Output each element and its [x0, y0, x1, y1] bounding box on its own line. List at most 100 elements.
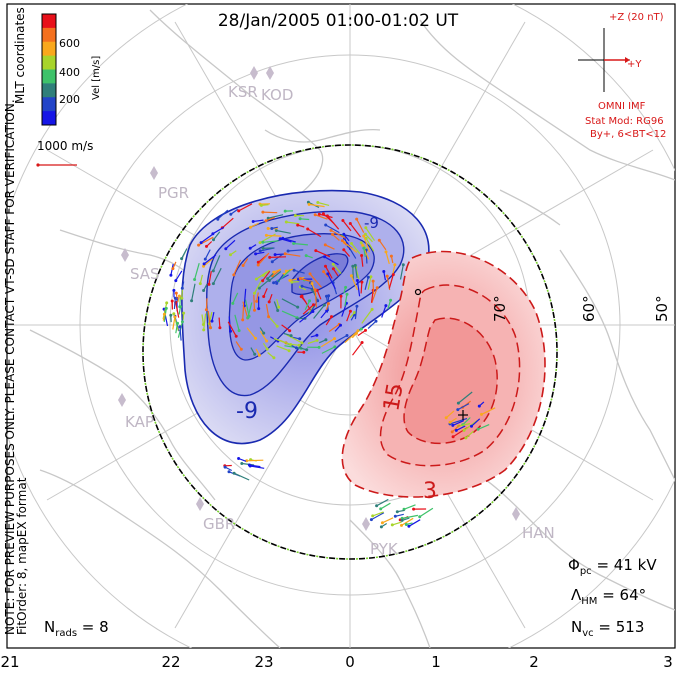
- colorbar-border: [41, 13, 57, 126]
- vector-stroke: [177, 295, 180, 303]
- colorbar-swatch: [42, 27, 56, 43]
- vector-stroke: [392, 264, 396, 274]
- vector-stroke: [194, 263, 200, 280]
- colorbar-swatch: [42, 69, 56, 84]
- vector-stroke: [332, 268, 339, 277]
- vector-stroke: [256, 292, 259, 302]
- vector-stroke: [325, 316, 333, 326]
- vector-stroke: [253, 280, 262, 294]
- vector-stroke: [365, 238, 375, 252]
- vector-stroke: [175, 270, 183, 281]
- vector-stroke: [350, 275, 359, 291]
- vector-stroke: [259, 330, 268, 342]
- vector-stroke: [309, 203, 325, 208]
- vector-stroke: [235, 341, 242, 350]
- vector-stroke: [341, 303, 347, 317]
- latitude-label-70: 70°: [491, 295, 509, 322]
- vector-stroke: [458, 423, 471, 427]
- colorbar-swatch: [42, 14, 56, 29]
- coordinate-system-label: MLT coordinates: [13, 7, 27, 104]
- colorbar-swatch: [42, 41, 56, 57]
- vector-stroke: [325, 244, 335, 250]
- vector-stroke: [207, 310, 212, 328]
- vector-stroke: [250, 465, 265, 469]
- colorbar-tick-200: 200: [59, 93, 80, 106]
- vector-stroke: [451, 424, 461, 433]
- vector-stroke: [276, 274, 284, 284]
- station-kap: KAP: [125, 413, 154, 431]
- vector-stroke: [324, 265, 333, 279]
- vector-stroke: [343, 233, 350, 242]
- vector-stroke: [304, 300, 311, 311]
- vector-stroke: [356, 218, 365, 233]
- preview-note: NOTE: FOR PREVIEW PURPOSES ONLY. PLEASE …: [3, 99, 17, 635]
- vector-stroke: [381, 305, 387, 318]
- vector-stroke: [293, 269, 305, 274]
- vector-stroke: [221, 217, 234, 229]
- vector-stroke: [352, 342, 363, 356]
- vector-stroke: [357, 329, 366, 337]
- vector-stroke: [253, 294, 256, 311]
- vector-stroke: [178, 306, 182, 315]
- vector-stroke: [249, 244, 257, 249]
- vector-stroke: [324, 256, 339, 266]
- vector-stroke: [238, 457, 247, 462]
- vector-stroke: [302, 304, 314, 315]
- vector-stroke: [332, 233, 340, 241]
- colorbar-swatch: [42, 97, 56, 112]
- reference-vector-arrow: [36, 163, 77, 167]
- vector-stroke: [352, 266, 354, 281]
- vector-stroke: [258, 279, 270, 289]
- station-han: HAN: [522, 524, 555, 542]
- vector-stroke: [387, 300, 392, 309]
- colorbar-swatch: [42, 83, 56, 98]
- vector-stroke: [265, 303, 270, 317]
- vector-stroke: [341, 240, 347, 246]
- vector-stroke: [255, 251, 265, 255]
- vector-stroke: [401, 517, 414, 526]
- vector-stroke: [382, 517, 394, 524]
- vector-stroke: [224, 466, 233, 472]
- vector-stroke: [388, 274, 394, 289]
- vector-stroke: [471, 418, 481, 427]
- contour-label-dawn-outer: 3: [423, 479, 437, 504]
- vector-stroke: [403, 504, 416, 510]
- vector-stroke: [351, 243, 361, 255]
- vector-stroke: [281, 310, 298, 319]
- vector-stroke: [261, 204, 269, 206]
- heppner-maynard-boundary: [142, 144, 558, 560]
- vector-stroke: [309, 273, 322, 288]
- vector-stroke: [315, 250, 331, 258]
- mlt-tick-1: 1: [431, 653, 441, 671]
- vector-stroke: [401, 517, 410, 521]
- latitude-label-60: 60°: [580, 295, 598, 322]
- vector-stroke: [233, 472, 250, 481]
- vector-stroke: [246, 327, 256, 339]
- vector-stroke: [179, 326, 182, 341]
- vector-stroke: [243, 288, 247, 306]
- vector-stroke: [253, 219, 264, 223]
- vector-stroke: [181, 281, 185, 289]
- vector-stroke: [263, 288, 268, 297]
- vector-stroke: [462, 417, 471, 426]
- vector-stroke: [397, 509, 405, 513]
- vector-stroke: [445, 410, 455, 419]
- vector-stroke: [320, 338, 335, 348]
- vector-stroke: [266, 234, 282, 237]
- hmb-latitude: ΛHM = 64°: [571, 586, 646, 607]
- vector-stroke: [225, 239, 236, 250]
- vector-stroke: [395, 513, 404, 517]
- vector-stroke: [477, 424, 490, 430]
- vector-stroke: [310, 334, 318, 338]
- vector-stroke: [272, 269, 281, 277]
- vector-stroke: [344, 242, 358, 253]
- vector-stroke: [286, 221, 300, 225]
- vector-stroke: [172, 316, 176, 330]
- cross-polar-potential: Φpc = 41 kV: [568, 556, 657, 577]
- station-ksr: KSR: [228, 83, 258, 101]
- vector-stroke: [330, 229, 346, 239]
- vector-stroke: [273, 337, 291, 346]
- vector-stroke: [211, 311, 215, 322]
- vector-stroke: [241, 462, 255, 466]
